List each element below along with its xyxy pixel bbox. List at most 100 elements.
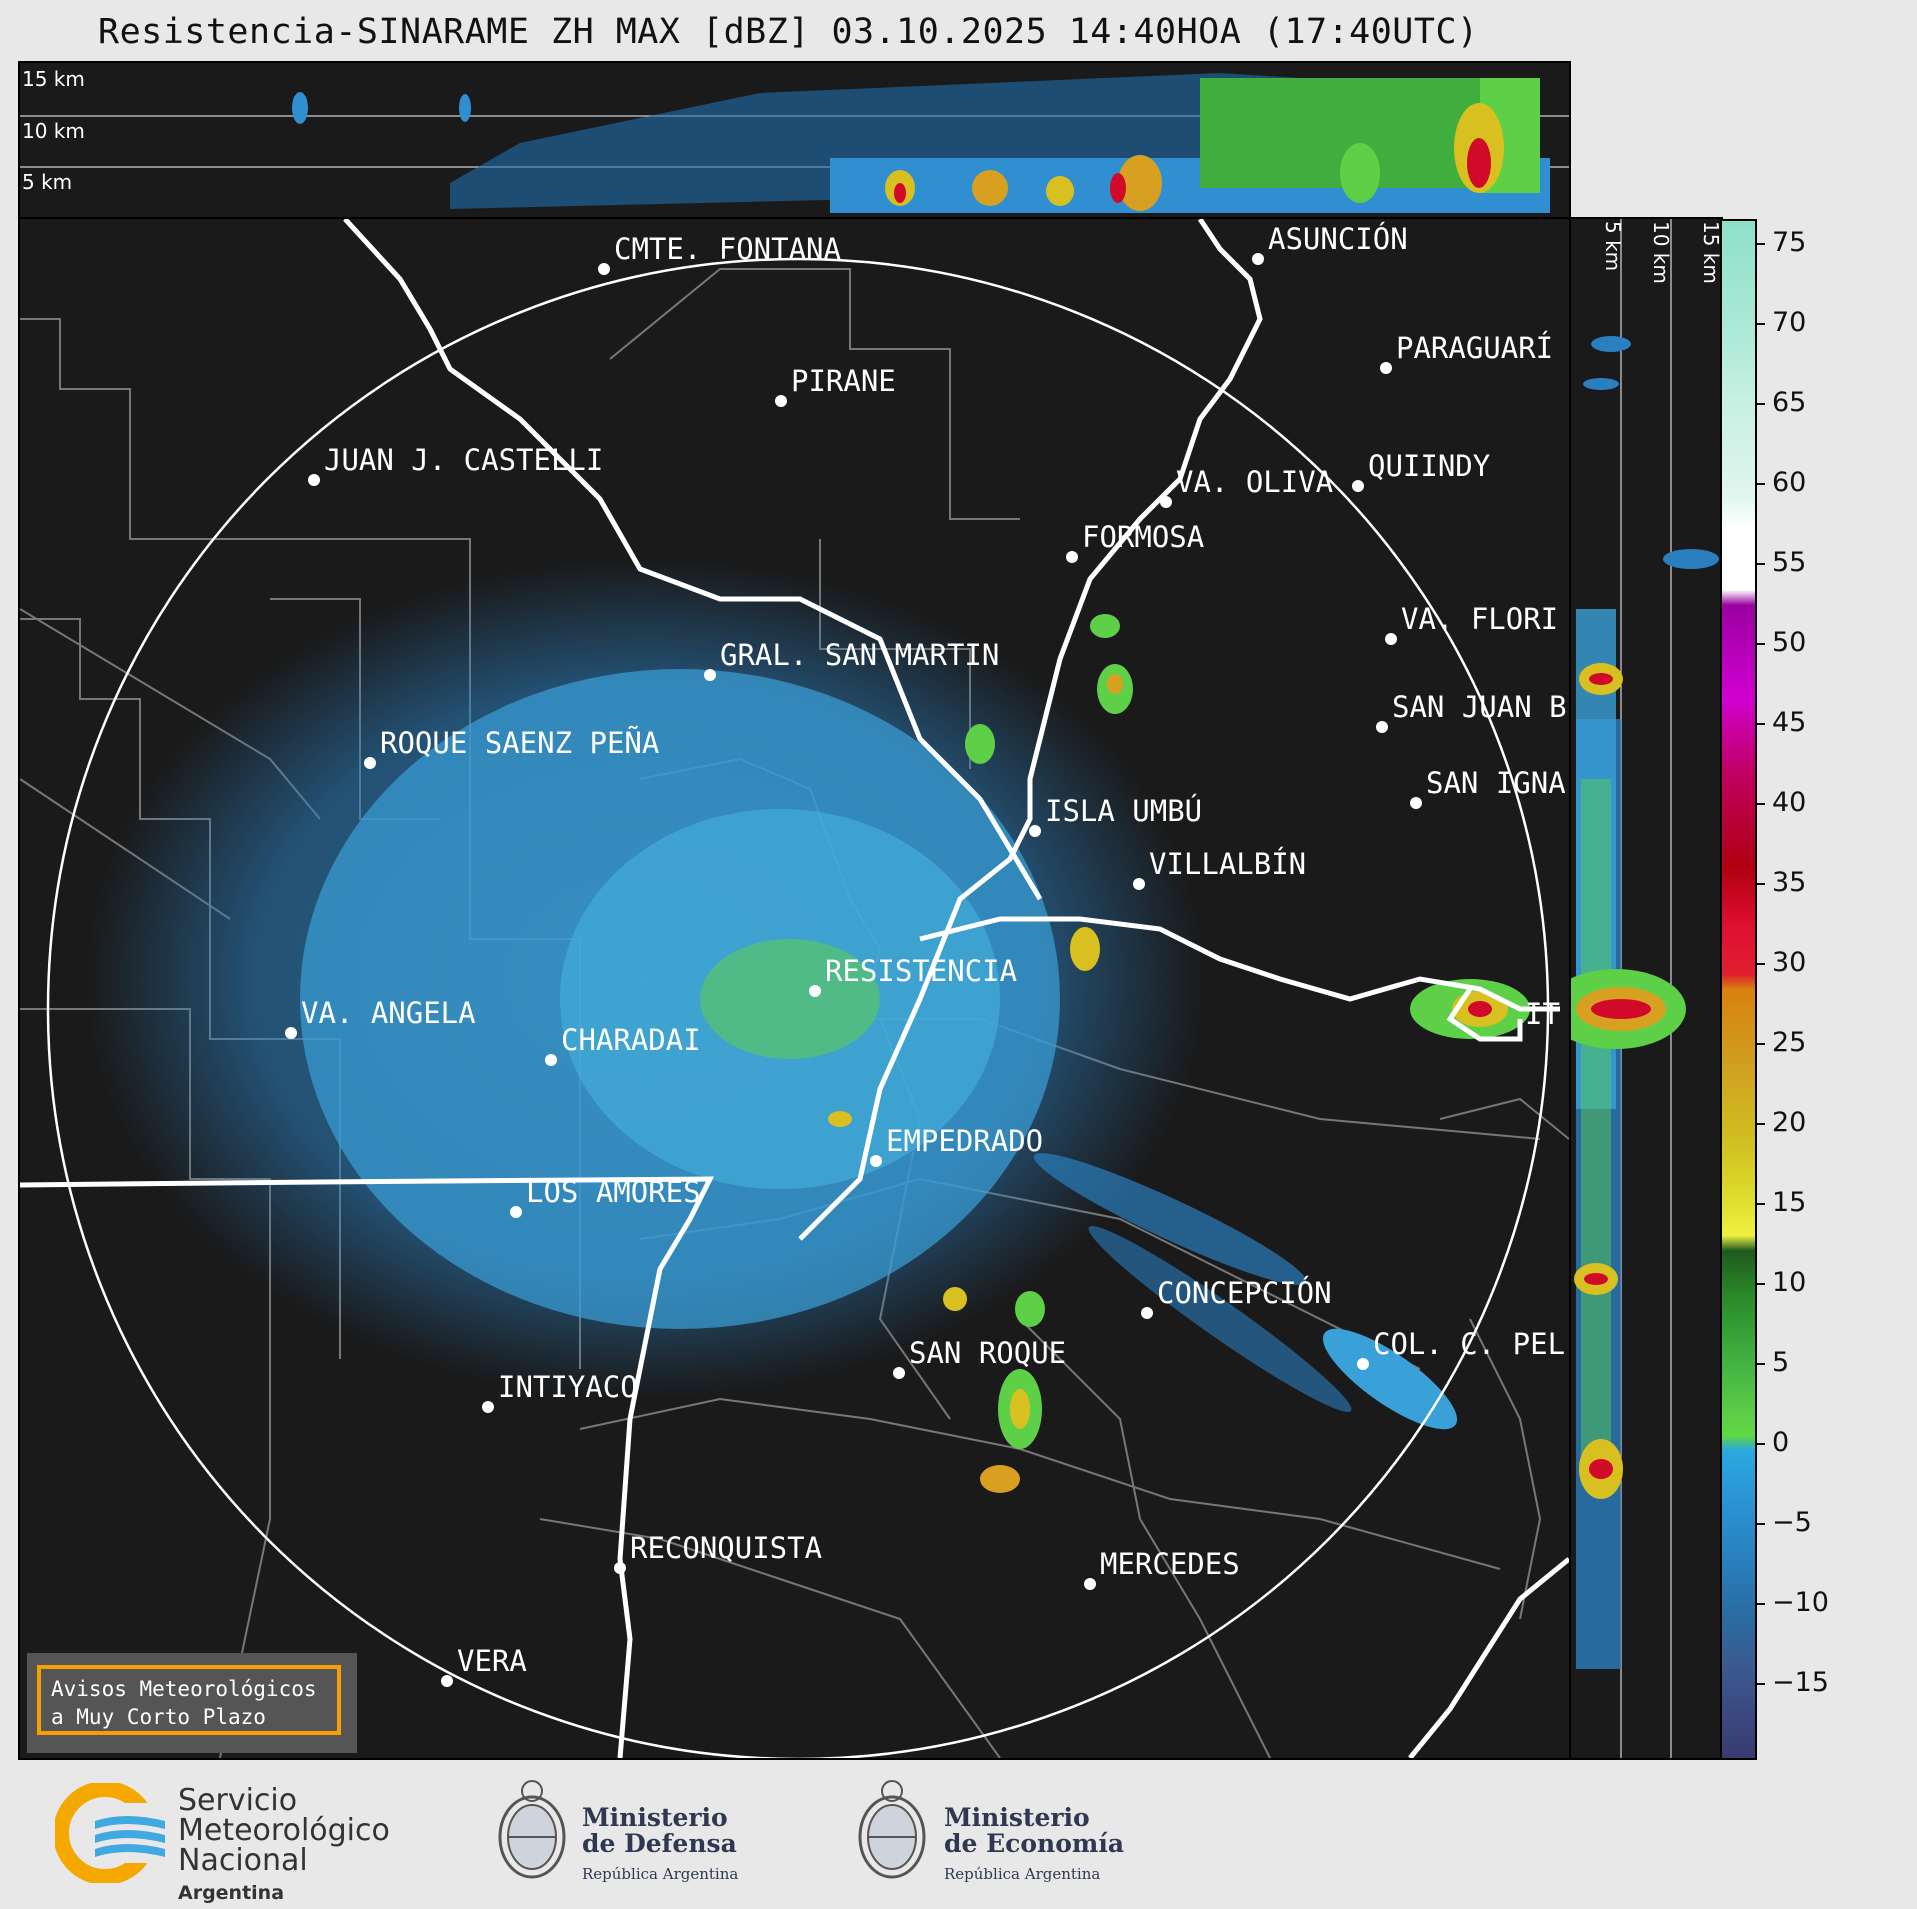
colorbar-tick: 45: [1756, 707, 1806, 738]
top-panel-svg: [20, 73, 1569, 213]
svg-text:JUAN J. CASTELLI: JUAN J. CASTELLI: [324, 443, 603, 477]
notice-line: a Muy Corto Plazo: [51, 1705, 266, 1729]
smn-line: Servicio: [178, 1783, 298, 1818]
map-svg: CMTE. FONTANA ASUNCIÓN PARAGUARÍ PIRANE …: [20, 219, 1569, 1758]
city-marker: PARAGUARÍ: [1380, 331, 1553, 374]
svg-text:VERA: VERA: [457, 1644, 527, 1678]
svg-text:VILLALBÍN: VILLALBÍN: [1149, 847, 1306, 881]
side-level-label: 15 km: [1699, 221, 1723, 284]
economia-line: de Economía: [944, 1829, 1125, 1858]
city-marker: CMTE. FONTANA: [598, 232, 841, 275]
city-label-partial: IT: [1525, 997, 1560, 1031]
colorbar: [1720, 219, 1757, 1760]
colorbar-tick: 70: [1756, 307, 1806, 338]
side-level-label: 10 km: [1649, 221, 1673, 284]
svg-text:SAN IGNA: SAN IGNA: [1426, 766, 1566, 800]
svg-text:VA. ANGELA: VA. ANGELA: [301, 996, 476, 1030]
defensa-seal-icon: [498, 1780, 566, 1879]
city-marker: FORMOSA: [1066, 520, 1204, 563]
svg-text:GRAL. SAN MARTIN: GRAL. SAN MARTIN: [720, 638, 999, 672]
city-marker: VERA: [441, 1644, 527, 1687]
defensa-line: Ministerio: [582, 1803, 728, 1832]
svg-text:EMPEDRADO: EMPEDRADO: [886, 1124, 1043, 1158]
city-marker: VA. OLIVA: [1160, 465, 1333, 508]
svg-text:VA. OLIVA: VA. OLIVA: [1176, 465, 1333, 499]
colorbar-tick: 75: [1756, 227, 1806, 258]
city-marker: ISLA UMBÚ: [1029, 794, 1202, 837]
smn-line: Nacional: [178, 1843, 308, 1878]
city-marker: COL. C. PEL: [1357, 1327, 1565, 1370]
city-marker: ROQUE SAENZ PEÑA: [364, 726, 659, 769]
city-marker: VA. ANGELA: [285, 996, 476, 1039]
smn-logo-text: Servicio Meteorológico Nacional Argentin…: [178, 1786, 390, 1908]
defensa-line: República Argentina: [582, 1865, 739, 1883]
svg-text:ISLA UMBÚ: ISLA UMBÚ: [1045, 794, 1202, 828]
colorbar-tick: 30: [1756, 947, 1806, 978]
colorbar-tick: 60: [1756, 467, 1806, 498]
economia-logo-text: Ministerio de Economía República Argenti…: [944, 1805, 1124, 1887]
top-level-label: 15 km: [22, 67, 85, 91]
svg-text:CONCEPCIÓN: CONCEPCIÓN: [1157, 1276, 1332, 1310]
notice-frame: Avisos Meteorológicos a Muy Corto Plazo: [37, 1665, 341, 1735]
city-marker: VILLALBÍN: [1133, 847, 1306, 890]
colorbar-tick: −15: [1757, 1667, 1829, 1698]
side-height-panel: 5 km 10 km 15 km: [1569, 217, 1723, 1760]
colorbar-tick: 20: [1756, 1107, 1806, 1138]
city-marker: SAN JUAN B: [1376, 690, 1567, 733]
top-level-label: 5 km: [22, 170, 73, 194]
city-marker: RECONQUISTA: [614, 1531, 822, 1574]
svg-text:FORMOSA: FORMOSA: [1082, 520, 1204, 554]
economia-line: Ministerio: [944, 1803, 1090, 1832]
svg-text:CMTE. FONTANA: CMTE. FONTANA: [614, 232, 841, 266]
city-marker: QUIINDY: [1352, 449, 1490, 492]
chart-title: Resistencia-SINARAME ZH MAX [dBZ] 03.10.…: [98, 12, 1479, 52]
city-marker: CONCEPCIÓN: [1141, 1276, 1332, 1319]
svg-text:PARAGUARÍ: PARAGUARÍ: [1396, 331, 1553, 365]
svg-text:LOS AMORES: LOS AMORES: [526, 1175, 701, 1209]
colorbar-tick: −5: [1757, 1507, 1812, 1538]
radar-map: CMTE. FONTANA ASUNCIÓN PARAGUARÍ PIRANE …: [18, 217, 1571, 1760]
colorbar-tick: −10: [1757, 1587, 1829, 1618]
side-level-label: 5 km: [1601, 221, 1625, 272]
colorbar-tick: 15: [1756, 1187, 1806, 1218]
city-marker: PIRANE: [775, 364, 896, 407]
colorbar-tick: 25: [1756, 1027, 1806, 1058]
svg-text:RESISTENCIA: RESISTENCIA: [825, 954, 1017, 988]
top-level-label: 10 km: [22, 119, 85, 143]
country-borders: [20, 219, 1569, 1758]
city-marker: VA. FLORI: [1385, 602, 1558, 645]
svg-text:SAN JUAN B: SAN JUAN B: [1392, 690, 1567, 724]
colorbar-tick: 5: [1756, 1347, 1789, 1378]
colorbar-tick: 0: [1756, 1427, 1789, 1458]
svg-text:MERCEDES: MERCEDES: [1100, 1547, 1240, 1581]
colorbar-tick: 35: [1756, 867, 1806, 898]
colorbar-tick: 10: [1756, 1267, 1806, 1298]
svg-text:PIRANE: PIRANE: [791, 364, 896, 398]
city-marker: ASUNCIÓN: [1252, 222, 1408, 265]
city-markers: CMTE. FONTANA ASUNCIÓN PARAGUARÍ PIRANE …: [285, 222, 1567, 1687]
city-marker: RESISTENCIA: [809, 954, 1017, 997]
svg-text:COL. C. PEL: COL. C. PEL: [1373, 1327, 1565, 1361]
city-marker: LOS AMORES: [510, 1175, 701, 1218]
smn-logo-icon: [55, 1783, 167, 1883]
svg-text:CHARADAI: CHARADAI: [561, 1023, 701, 1057]
svg-text:ROQUE SAENZ PEÑA: ROQUE SAENZ PEÑA: [380, 726, 659, 760]
svg-text:QUIINDY: QUIINDY: [1368, 449, 1490, 483]
city-marker: INTIYACO: [482, 1370, 638, 1413]
svg-text:SAN ROQUE: SAN ROQUE: [909, 1336, 1066, 1370]
city-marker: MERCEDES: [1084, 1547, 1240, 1590]
economia-seal-icon: [858, 1780, 926, 1879]
colorbar-tick: 50: [1756, 627, 1806, 658]
defensa-line: de Defensa: [582, 1829, 737, 1858]
defensa-logo-text: Ministerio de Defensa República Argentin…: [582, 1805, 738, 1887]
city-marker: SAN IGNA: [1410, 766, 1566, 809]
range-ring: [46, 257, 1550, 1758]
city-marker: EMPEDRADO: [870, 1124, 1043, 1167]
city-marker: JUAN J. CASTELLI: [308, 443, 603, 486]
city-marker: CHARADAI: [545, 1023, 701, 1066]
notice-line: Avisos Meteorológicos: [51, 1677, 317, 1701]
city-marker: GRAL. SAN MARTIN: [704, 638, 999, 681]
svg-text:RECONQUISTA: RECONQUISTA: [630, 1531, 822, 1565]
colorbar-tick: 55: [1756, 547, 1806, 578]
svg-text:VA. FLORI: VA. FLORI: [1401, 602, 1558, 636]
